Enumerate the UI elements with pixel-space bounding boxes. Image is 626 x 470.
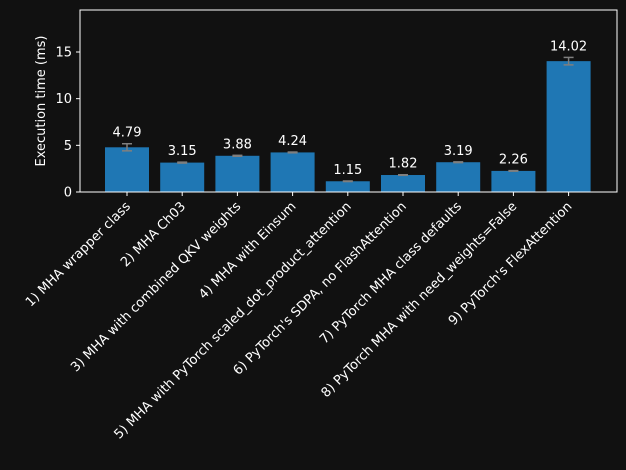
- value-label-5: 1.15: [333, 163, 362, 178]
- value-label-8: 2.26: [499, 153, 528, 168]
- bar-2: [160, 162, 205, 192]
- y-tick-label-1: 5: [64, 139, 72, 154]
- error-bars-group: [122, 56, 574, 183]
- bar-1: [105, 147, 149, 192]
- y-tick-label-2: 10: [55, 92, 72, 107]
- bar-6: [381, 175, 425, 192]
- y-axis-label: Execution time (ms): [34, 35, 49, 166]
- bar-9: [546, 61, 591, 192]
- y-axis-ticks: 0 5 10 15: [55, 46, 80, 201]
- bar-8: [491, 170, 536, 192]
- value-label-6: 1.82: [389, 157, 418, 172]
- bars-group: [105, 61, 591, 192]
- bar-3: [215, 155, 260, 192]
- value-label-2: 3.15: [168, 144, 197, 159]
- value-label-3: 3.88: [223, 137, 252, 152]
- bar-4: [270, 152, 315, 192]
- value-label-4: 4.24: [278, 134, 307, 149]
- y-tick-label-3: 15: [55, 46, 72, 61]
- value-label-7: 3.19: [444, 144, 473, 159]
- y-tick-label-0: 0: [64, 186, 72, 201]
- value-label-1: 4.79: [113, 126, 142, 141]
- value-labels-group: 4.79 3.15 3.88 4.24 1.15 1.82 3.19 2.26 14.02: [113, 39, 588, 178]
- bar-5: [325, 181, 370, 192]
- axes-frame: [79, 9, 618, 193]
- bar-7: [436, 162, 481, 192]
- value-label-9: 14.02: [550, 39, 587, 54]
